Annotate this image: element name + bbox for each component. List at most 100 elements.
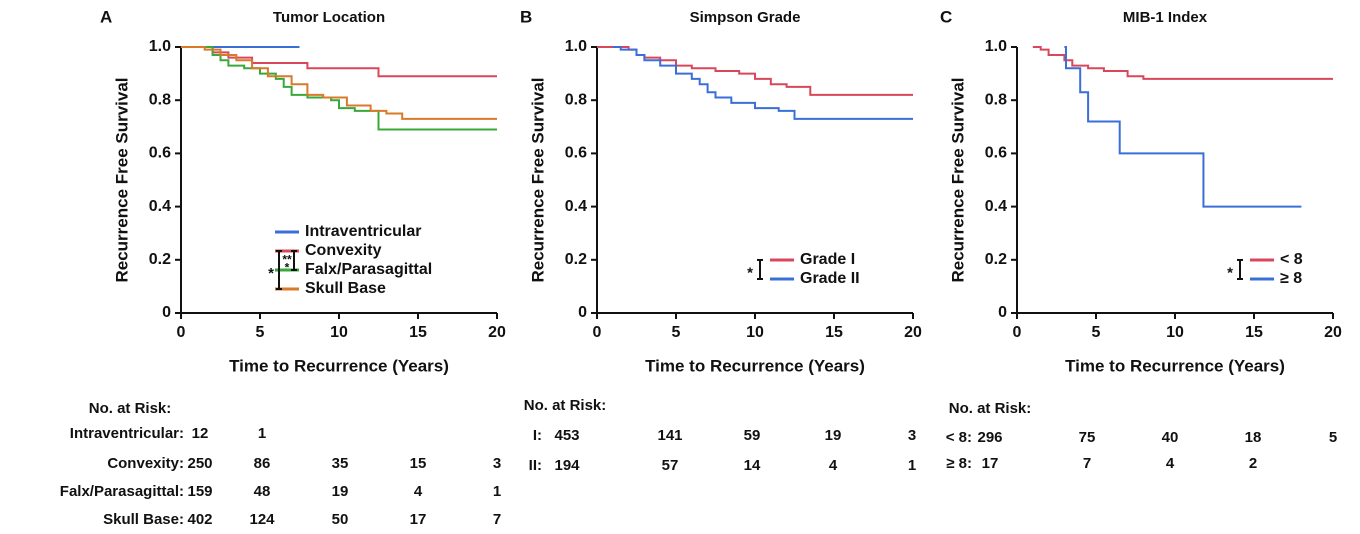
x-tick-label: 20 bbox=[904, 324, 922, 341]
risk-table-title: No. at Risk: bbox=[524, 397, 607, 414]
risk-count: 159 bbox=[187, 483, 212, 500]
y-axis-label: Recurrence Free Survival bbox=[112, 77, 131, 282]
risk-count: 19 bbox=[825, 427, 842, 444]
y-tick-label: 0.4 bbox=[985, 198, 1007, 215]
legend-label: < 8 bbox=[1280, 251, 1303, 268]
risk-count: 4 bbox=[1166, 455, 1175, 472]
risk-row-label: < 8: bbox=[946, 429, 972, 446]
chart-title: Tumor Location bbox=[273, 9, 385, 26]
y-tick-label: 0 bbox=[998, 304, 1007, 321]
risk-count: 75 bbox=[1079, 429, 1096, 446]
panel-letter: B bbox=[520, 7, 532, 26]
risk-count: 35 bbox=[332, 455, 349, 472]
risk-count: 3 bbox=[493, 455, 501, 472]
risk-count: 2 bbox=[1249, 455, 1257, 472]
y-axis-label: Recurrence Free Survival bbox=[948, 77, 967, 282]
risk-count: 7 bbox=[1083, 455, 1091, 472]
y-axis-label: Recurrence Free Survival bbox=[528, 77, 547, 282]
legend-label: Skull Base bbox=[305, 280, 386, 297]
x-axis-label: Time to Recurrence (Years) bbox=[229, 356, 449, 375]
risk-row-label: ≥ 8: bbox=[946, 455, 972, 472]
significance: * bbox=[1227, 264, 1233, 281]
significance: ** bbox=[282, 253, 292, 267]
y-tick-label: 0.6 bbox=[565, 145, 587, 162]
legend-label: Grade I bbox=[800, 251, 855, 268]
legend-label: ≥ 8 bbox=[1280, 270, 1302, 287]
y-tick-label: 0.4 bbox=[565, 198, 587, 215]
legend-label: Falx/Parasagittal bbox=[305, 261, 432, 278]
risk-count: 3 bbox=[908, 427, 916, 444]
risk-count: 1 bbox=[493, 483, 501, 500]
x-tick-label: 20 bbox=[1324, 324, 1342, 341]
risk-count: 296 bbox=[977, 429, 1002, 446]
risk-count: 86 bbox=[254, 455, 271, 472]
y-tick-label: 0.4 bbox=[149, 198, 171, 215]
risk-row-label: Convexity: bbox=[107, 455, 184, 472]
legend-label: Convexity bbox=[305, 242, 382, 259]
risk-count: 17 bbox=[982, 455, 999, 472]
x-axis-label: Time to Recurrence (Years) bbox=[645, 356, 865, 375]
risk-row-label: I: bbox=[533, 427, 542, 444]
risk-count: 18 bbox=[1245, 429, 1262, 446]
risk-row-label: Intraventricular: bbox=[70, 425, 184, 442]
x-tick-label: 15 bbox=[409, 324, 427, 341]
survival-curve bbox=[612, 46, 913, 120]
risk-row-label: Skull Base: bbox=[103, 511, 184, 528]
risk-count: 14 bbox=[744, 457, 761, 474]
survival-curve bbox=[181, 46, 497, 131]
y-tick-label: 0.2 bbox=[985, 251, 1007, 268]
risk-row-label: II: bbox=[529, 457, 542, 474]
y-tick-label: 0 bbox=[162, 304, 171, 321]
risk-count: 402 bbox=[187, 511, 212, 528]
risk-count: 141 bbox=[657, 427, 682, 444]
x-tick-label: 10 bbox=[1166, 324, 1184, 341]
risk-table-title: No. at Risk: bbox=[949, 400, 1032, 417]
y-tick-label: 0.8 bbox=[565, 91, 587, 108]
risk-count: 59 bbox=[744, 427, 761, 444]
x-tick-label: 20 bbox=[488, 324, 506, 341]
risk-count: 19 bbox=[332, 483, 349, 500]
significance: * bbox=[747, 264, 753, 281]
x-tick-label: 5 bbox=[672, 324, 681, 341]
risk-row-label: Falx/Parasagittal: bbox=[60, 483, 184, 500]
risk-count: 453 bbox=[554, 427, 579, 444]
risk-table-title: No. at Risk: bbox=[89, 400, 172, 417]
risk-count: 250 bbox=[187, 455, 212, 472]
x-tick-label: 5 bbox=[256, 324, 265, 341]
risk-count: 124 bbox=[249, 511, 275, 528]
risk-count: 1 bbox=[908, 457, 916, 474]
y-tick-label: 0.8 bbox=[985, 91, 1007, 108]
y-tick-label: 0 bbox=[578, 304, 587, 321]
x-tick-label: 15 bbox=[1245, 324, 1263, 341]
risk-count: 15 bbox=[410, 455, 427, 472]
x-tick-label: 0 bbox=[177, 324, 186, 341]
risk-count: 40 bbox=[1162, 429, 1179, 446]
y-tick-label: 0.2 bbox=[565, 251, 587, 268]
risk-count: 7 bbox=[493, 511, 501, 528]
x-tick-label: 10 bbox=[330, 324, 348, 341]
x-tick-label: 5 bbox=[1092, 324, 1101, 341]
y-tick-label: 0.6 bbox=[985, 145, 1007, 162]
risk-count: 12 bbox=[192, 425, 209, 442]
risk-count: 4 bbox=[414, 483, 423, 500]
panel-letter: C bbox=[940, 7, 952, 26]
y-tick-label: 0.2 bbox=[149, 251, 171, 268]
risk-count: 57 bbox=[662, 457, 679, 474]
panel-letter: A bbox=[100, 7, 112, 26]
survival-curve bbox=[181, 46, 497, 120]
risk-count: 17 bbox=[410, 511, 427, 528]
significance: * bbox=[268, 265, 274, 282]
legend-label: Grade II bbox=[800, 270, 860, 287]
x-tick-label: 0 bbox=[1013, 324, 1022, 341]
y-tick-label: 1.0 bbox=[565, 38, 587, 55]
risk-count: 194 bbox=[554, 457, 580, 474]
risk-count: 4 bbox=[829, 457, 838, 474]
risk-count: 48 bbox=[254, 483, 271, 500]
x-axis-label: Time to Recurrence (Years) bbox=[1065, 356, 1285, 375]
risk-count: 5 bbox=[1329, 429, 1337, 446]
survival-curve bbox=[1064, 46, 1302, 208]
survival-curve bbox=[1032, 46, 1333, 80]
x-tick-label: 10 bbox=[746, 324, 764, 341]
y-tick-label: 1.0 bbox=[985, 38, 1007, 55]
